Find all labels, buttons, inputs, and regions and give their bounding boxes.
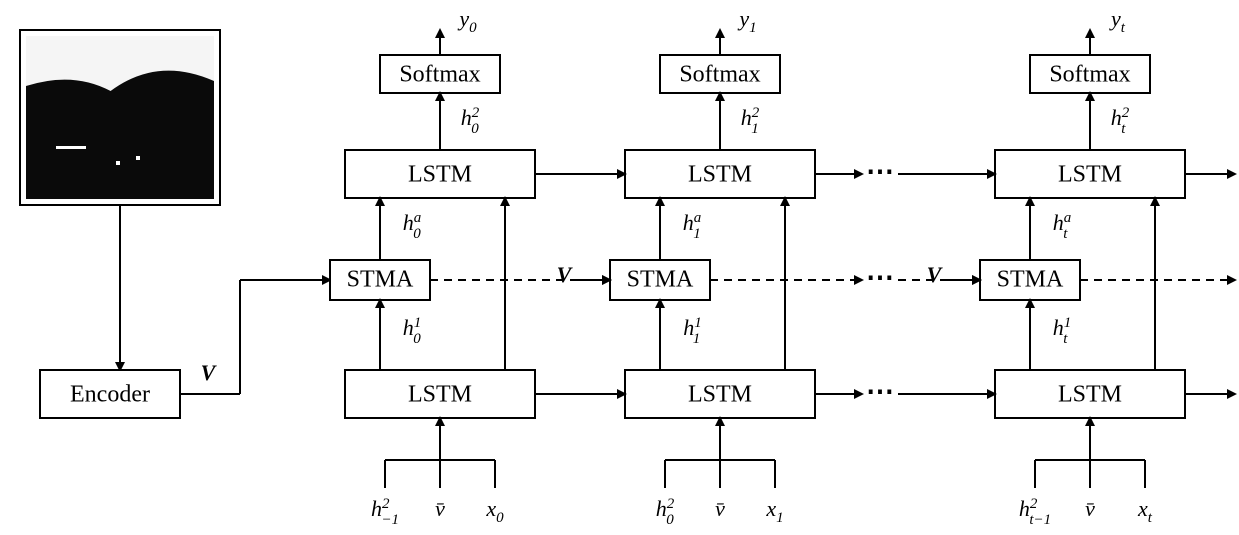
svg-text:⋯: ⋯ — [866, 376, 894, 407]
svg-text:Softmax: Softmax — [1049, 62, 1130, 88]
svg-text:LSTM: LSTM — [1058, 162, 1122, 188]
svg-text:h10: h10 — [403, 315, 422, 347]
svg-text:LSTM: LSTM — [1058, 382, 1122, 408]
svg-text:x0: x0 — [485, 496, 504, 526]
svg-text:V: V — [557, 262, 574, 287]
svg-text:h20: h20 — [656, 496, 675, 528]
svg-text:h1t: h1t — [1053, 315, 1072, 347]
svg-text:y0: y0 — [457, 6, 477, 36]
svg-text:LSTM: LSTM — [408, 382, 472, 408]
svg-text:STMA: STMA — [347, 267, 414, 293]
svg-text:LSTM: LSTM — [688, 382, 752, 408]
svg-text:h21: h21 — [741, 105, 760, 137]
svg-text:LSTM: LSTM — [688, 162, 752, 188]
svg-text:v̄: v̄ — [435, 496, 445, 521]
architecture-diagram: Encoder V Softmax y0 LSTM h20 STMA ha0 LSTM h10 h2… — [0, 0, 1239, 535]
svg-text:hat: hat — [1053, 210, 1072, 242]
svg-text:h2t: h2t — [1111, 105, 1130, 137]
svg-text:V: V — [201, 360, 218, 385]
svg-text:v̄: v̄ — [1085, 496, 1095, 521]
svg-text:Encoder: Encoder — [70, 382, 150, 408]
svg-text:y1: y1 — [737, 6, 756, 36]
svg-text:ha0: ha0 — [403, 210, 422, 242]
svg-text:V: V — [927, 262, 944, 287]
svg-text:ha1: ha1 — [683, 210, 702, 242]
svg-text:h2−1: h2−1 — [371, 496, 399, 528]
svg-text:Softmax: Softmax — [399, 62, 480, 88]
svg-text:Softmax: Softmax — [679, 62, 760, 88]
svg-text:⋯: ⋯ — [866, 156, 894, 187]
svg-text:xt: xt — [1137, 496, 1153, 526]
svg-text:LSTM: LSTM — [408, 162, 472, 188]
svg-text:v̄: v̄ — [715, 496, 725, 521]
svg-text:⋯: ⋯ — [866, 262, 894, 293]
svg-text:h20: h20 — [461, 105, 480, 137]
svg-text:h2t−1: h2t−1 — [1019, 496, 1051, 528]
svg-text:STMA: STMA — [627, 267, 694, 293]
svg-text:STMA: STMA — [997, 267, 1064, 293]
svg-text:yt: yt — [1109, 6, 1126, 36]
svg-text:x1: x1 — [765, 496, 783, 526]
svg-text:h11: h11 — [683, 315, 700, 347]
